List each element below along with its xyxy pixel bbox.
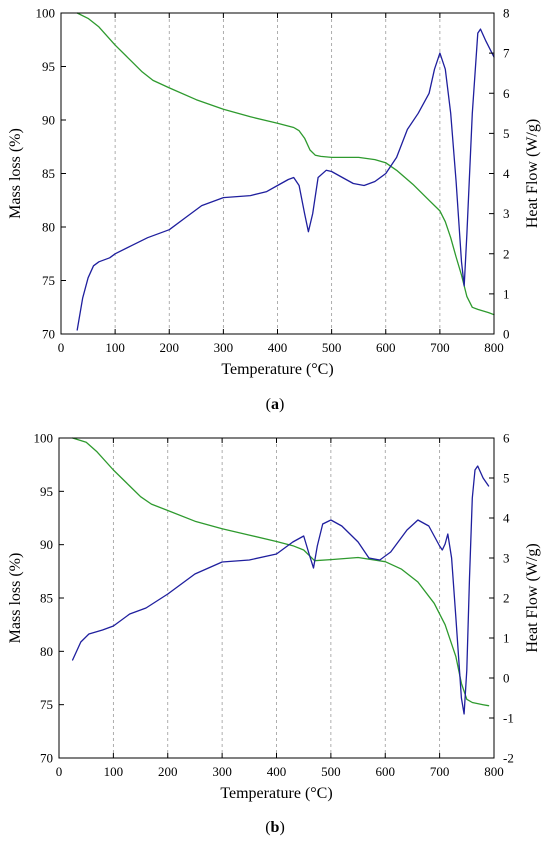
chart-panel-b: 0 100 200 300 400 500 600 700 800 70 75 80 85 90 95 100… [7,431,541,837]
y-left-tick-label: 90 [42,113,55,128]
x-tick-label: 100 [104,764,124,779]
x-tick-label: 300 [212,764,232,779]
y-left-tick-label: 80 [40,644,53,659]
y-right-tick-label: 0 [503,327,510,342]
heat-flow-line [71,465,490,715]
y-left-tick-label: 75 [42,273,55,288]
y-right-tick-label: 3 [503,551,510,566]
y-right-axis-label: Heat Flow (W/g) [524,119,541,228]
panel-label: (b) [265,819,285,836]
y-right-tick-label: 7 [503,46,510,61]
y-right-tick-label: 8 [503,6,510,21]
panel-label: (a) [266,396,285,413]
y-right-tick-label: -1 [503,711,514,726]
y-right-tick-label: 1 [503,631,510,646]
y-right-tick-label: 3 [503,206,510,221]
x-tick-label: 200 [158,764,178,779]
chart-panel-a: 0 100 200 300 400 500 600 700 800707580859095100… [7,6,541,414]
x-axis-label: Temperature (°C) [221,361,333,378]
y-left-tick-label: 75 [40,697,53,712]
x-tick-label: 800 [484,340,504,355]
y-right-tick-label: 1 [503,286,510,301]
x-tick-label: 500 [321,764,341,779]
y-right-axis-label: Heat Flow (W/g) [524,543,541,652]
x-tick-label: 700 [430,764,450,779]
y-right-tick-label: 6 [503,86,510,101]
x-tick-label: 100 [105,340,125,355]
y-left-tick-label: 95 [42,59,55,74]
y-left-axis-label: Mass loss (%) [7,128,24,219]
panel-letter: b [271,819,280,836]
x-tick-label: 600 [376,764,396,779]
y-left-tick-label: 70 [42,327,55,342]
heat-flow-line [76,28,495,331]
x-tick-label: 0 [58,340,65,355]
mass-loss-line [71,437,490,707]
y-left-tick-label: 85 [42,166,55,181]
y-right-tick-label: 6 [503,431,510,446]
x-tick-label: 600 [376,340,396,355]
y-right-tick-label: 5 [503,126,510,141]
x-tick-label: 400 [268,340,288,355]
mass-loss-line [76,12,495,316]
y-right-tick-label: 4 [503,166,510,181]
y-right-tick-label: 0 [503,671,510,686]
y-left-axis-label: Mass loss (%) [7,553,24,644]
y-left-tick-label: 80 [42,220,55,235]
x-tick-label: 200 [160,340,180,355]
y-right-tick-label: 2 [503,591,510,606]
y-left-tick-label: 100 [36,6,56,21]
y-right-tick-label: 5 [503,471,510,486]
y-right-tick-label: 4 [503,511,510,526]
x-tick-label: 500 [322,340,342,355]
x-tick-label: 400 [267,764,287,779]
y-right-tick-label: -2 [503,751,514,766]
x-tick-label: 800 [484,764,504,779]
x-tick-label: 700 [430,340,450,355]
y-left-tick-label: 95 [40,484,53,499]
panel-letter: a [271,396,279,413]
x-tick-label: 0 [56,764,63,779]
y-left-tick-label: 90 [40,537,53,552]
y-left-tick-label: 70 [40,751,53,766]
y-left-tick-label: 85 [40,591,53,606]
x-tick-label: 300 [214,340,234,355]
y-left-tick-label: 100 [34,431,54,446]
y-right-tick-label: 2 [503,246,510,261]
x-axis-label: Temperature (°C) [220,785,332,802]
